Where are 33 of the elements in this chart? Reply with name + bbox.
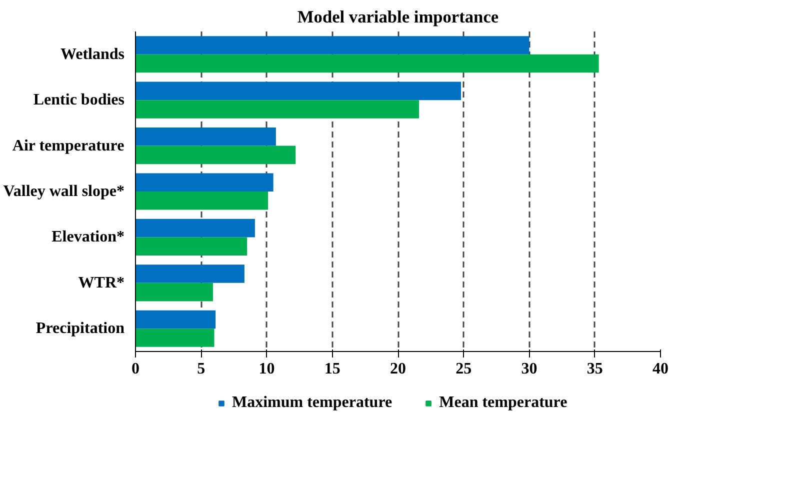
bar (136, 173, 274, 192)
bar (136, 36, 530, 54)
chart-title: Model variable importance (297, 8, 499, 26)
x-tick-label: 25 (456, 360, 472, 378)
bar (136, 218, 255, 238)
x-tick-label: 20 (390, 360, 406, 378)
x-tick-label: 5 (197, 360, 206, 378)
y-tick-label: Valley wall slope* (3, 183, 125, 200)
bar (136, 100, 419, 118)
x-tick-label: 30 (521, 360, 538, 378)
bar (136, 192, 268, 210)
legend-label: Mean temperature (439, 394, 568, 412)
bar (136, 82, 461, 100)
y-tick-label: Precipitation (36, 320, 125, 338)
bar (136, 328, 214, 347)
x-tick-label: 35 (586, 360, 603, 378)
bar (136, 310, 216, 329)
x-tick-label: 15 (324, 360, 340, 378)
bar (136, 237, 248, 256)
bar (136, 146, 296, 164)
legend-label: Maximum temperature (232, 394, 392, 412)
y-tick-label: WTR* (78, 274, 125, 292)
bar (136, 282, 213, 302)
bar (136, 54, 599, 73)
x-tick-label: 10 (258, 360, 275, 378)
y-tick-label: Lentic bodies (33, 92, 125, 109)
y-tick-label: Air temperature (12, 137, 124, 154)
x-tick-label: 0 (132, 360, 140, 378)
y-tick-label: Wetlands (60, 46, 124, 63)
bar (136, 128, 276, 146)
bar (136, 264, 244, 283)
x-tick-label: 40 (652, 360, 668, 378)
y-tick-label: Elevation* (52, 228, 124, 246)
